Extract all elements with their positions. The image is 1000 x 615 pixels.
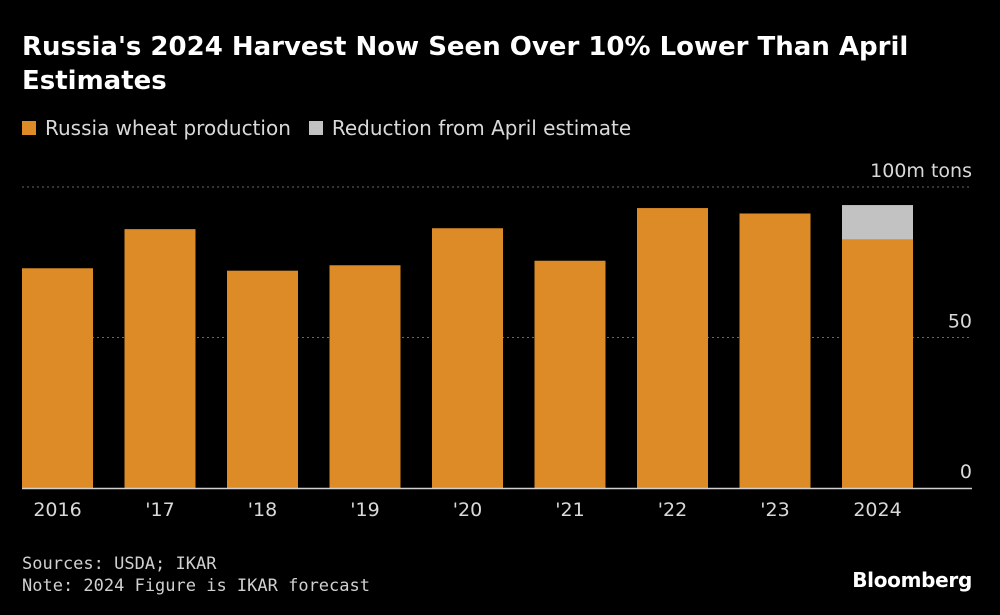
x-tick-label-3: '19 <box>350 499 379 521</box>
bar-production-8 <box>842 239 913 488</box>
x-tick-label-8: 2024 <box>853 499 901 521</box>
note-text: Note: 2024 Figure is IKAR forecast <box>22 576 370 596</box>
bar-production-1 <box>124 229 196 488</box>
legend-label-production: Russia wheat production <box>45 116 291 140</box>
legend: Russia wheat production Reduction from A… <box>22 116 649 140</box>
bar-production-2 <box>227 270 298 488</box>
bar-production-7 <box>739 213 811 488</box>
bar-production-3 <box>329 265 401 488</box>
x-tick-label-5: '21 <box>555 499 584 521</box>
sources-text: Sources: USDA; IKAR <box>22 554 217 574</box>
x-tick-label-1: '17 <box>145 499 174 521</box>
bar-production-0 <box>22 268 93 488</box>
bar-chart: 2016 '17 '18 '19 '20 '21 '22 '23 2024 100m tons 50… <box>22 160 972 521</box>
y-tick-label-0: 100m tons <box>870 160 972 182</box>
legend-label-reduction: Reduction from April estimate <box>331 116 632 140</box>
bloomberg-logo: Bloomberg <box>852 568 972 592</box>
x-tick-label-4: '20 <box>453 499 482 521</box>
bar-production-6 <box>637 208 708 488</box>
chart-title: Russia's 2024 Harvest Now Seen Over 10% … <box>22 32 909 96</box>
y-tick-label-1: 50 <box>948 311 972 333</box>
x-tick-label-2: '18 <box>248 499 277 521</box>
legend-swatch-reduction <box>308 121 323 135</box>
bar-production-5 <box>534 260 606 488</box>
bar-reduction-8 <box>842 205 913 240</box>
y-tick-label-2: 0 <box>960 461 972 483</box>
legend-item-reduction: Reduction from April estimate <box>308 116 632 140</box>
legend-item-production: Russia wheat production <box>22 116 291 140</box>
bar-production-4 <box>432 228 503 488</box>
x-tick-label-6: '22 <box>658 499 687 521</box>
source-notes: Sources: USDA; IKAR Note: 2024 Figure is… <box>22 553 370 597</box>
legend-swatch-production <box>22 121 36 135</box>
x-tick-label-7: '23 <box>760 499 789 521</box>
x-tick-label-0: 2016 <box>33 499 81 521</box>
